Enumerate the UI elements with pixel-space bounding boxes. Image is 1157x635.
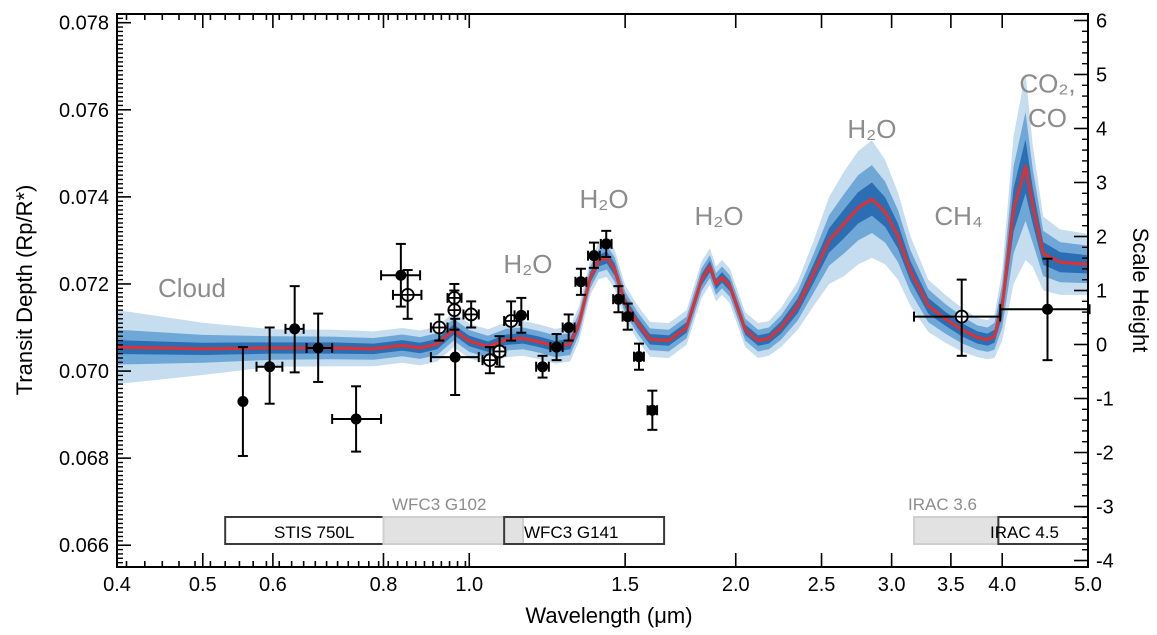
data-point-filled (600, 238, 612, 250)
annotation-label: CH₄ (934, 201, 982, 231)
y2-tick-label: -2 (1096, 443, 1114, 465)
x-tick-label: 1.0 (455, 574, 483, 596)
right-y-axis-title: Scale Height (1128, 228, 1153, 353)
annotation-label: H₂O (580, 184, 629, 214)
instrument-ranges: STIS 750L WFC3 G102 WFC3 G141 IRAC 3.6 IRAC … (224, 495, 1089, 545)
data-point-filled (515, 309, 527, 321)
data-point-filled (449, 351, 461, 363)
instrument-label: WFC3 G141 (524, 523, 618, 542)
data-point-filled (612, 293, 624, 305)
instrument-label: STIS 750L (274, 523, 354, 542)
left-y-axis-title: Transit Depth (Rp/R*) (12, 185, 37, 396)
data-point-filled (633, 351, 645, 363)
x-tick-label: 2.0 (722, 574, 750, 596)
data-point-filled (646, 404, 658, 416)
data-point-filled (395, 269, 407, 281)
y2-tick-label: 3 (1096, 172, 1107, 194)
data-point-filled (563, 322, 575, 334)
data-point-filled (1041, 303, 1053, 315)
y2-tick-label: -4 (1096, 551, 1114, 573)
data-point-filled (622, 311, 634, 323)
x-tick-label: 4.0 (988, 574, 1016, 596)
x-tick-label: 0.5 (189, 574, 217, 596)
observed-data-points (237, 229, 1091, 457)
data-point-filled (551, 341, 563, 353)
instrument-box (382, 516, 524, 545)
model-band-1-sigma (117, 139, 1088, 355)
annotation-label: CO (1028, 103, 1067, 133)
x-tick-label: 0.8 (370, 574, 398, 596)
annotation-label: H₂O (694, 201, 743, 231)
model-line-group (116, 164, 1089, 351)
y-tick-label: 0.074 (59, 187, 109, 209)
y2-tick-label: 6 (1096, 10, 1107, 32)
y-tick-label: 0.072 (59, 274, 109, 296)
y2-tick-label: -1 (1096, 389, 1114, 411)
plot-border (116, 13, 1089, 568)
y2-tick-label: 2 (1096, 226, 1107, 248)
x-tick-label: 5.0 (1074, 574, 1102, 596)
x-tick-label: 3.0 (878, 574, 906, 596)
data-point-filled (264, 361, 276, 373)
y-tick-label: 0.066 (59, 535, 109, 557)
x-tick-label: 3.5 (937, 574, 965, 596)
annotation-label: Cloud (158, 273, 226, 303)
data-point-filled (588, 250, 600, 262)
annotation-label: H₂O (503, 249, 552, 279)
data-point-filled (537, 361, 549, 373)
y2-tick-label: 0 (1096, 335, 1107, 357)
data-point-filled (350, 413, 362, 425)
instrument-box (503, 516, 666, 545)
data-point-filled (312, 342, 324, 354)
y-tick-label: 0.076 (59, 100, 109, 122)
instrument-label: WFC3 G102 (392, 495, 486, 514)
y-tick-label: 0.078 (59, 13, 109, 35)
annotation-label: H₂O (847, 114, 896, 144)
y2-tick-label: 1 (1096, 281, 1107, 303)
y2-tick-label: 5 (1096, 64, 1107, 86)
x-tick-label: 1.5 (611, 574, 639, 596)
data-point-filled (575, 276, 587, 288)
plot-frame (116, 13, 1089, 568)
axis-ticks: 0.4 0.5 0.6 0.8 1.0 1.5 2.0 2.5 3.0 3.5 4.0 5.0 0.06… (59, 10, 1114, 596)
x-tick-label: 0.6 (259, 574, 287, 596)
molecule-annotations: Cloud H₂O H₂O H₂O H₂O CH₄ CO₂, CO (158, 68, 1076, 303)
instrument-box (913, 516, 1000, 545)
annotation-label: CO₂, (1019, 68, 1075, 98)
y2-tick-label: 4 (1096, 118, 1107, 140)
y-tick-label: 0.070 (59, 361, 109, 383)
data-point-filled (289, 323, 301, 335)
model-band-2-sigma (117, 111, 1088, 365)
instrument-label: IRAC 4.5 (990, 523, 1059, 542)
y2-tick-label: -3 (1096, 497, 1114, 519)
instrument-label: IRAC 3.6 (908, 495, 977, 514)
model-line (116, 164, 1089, 351)
x-axis-title: Wavelength (μm) (525, 603, 692, 628)
data-point-filled (237, 396, 249, 408)
y-tick-label: 0.068 (59, 448, 109, 470)
x-tick-label: 0.4 (103, 574, 131, 596)
x-tick-label: 2.5 (808, 574, 836, 596)
